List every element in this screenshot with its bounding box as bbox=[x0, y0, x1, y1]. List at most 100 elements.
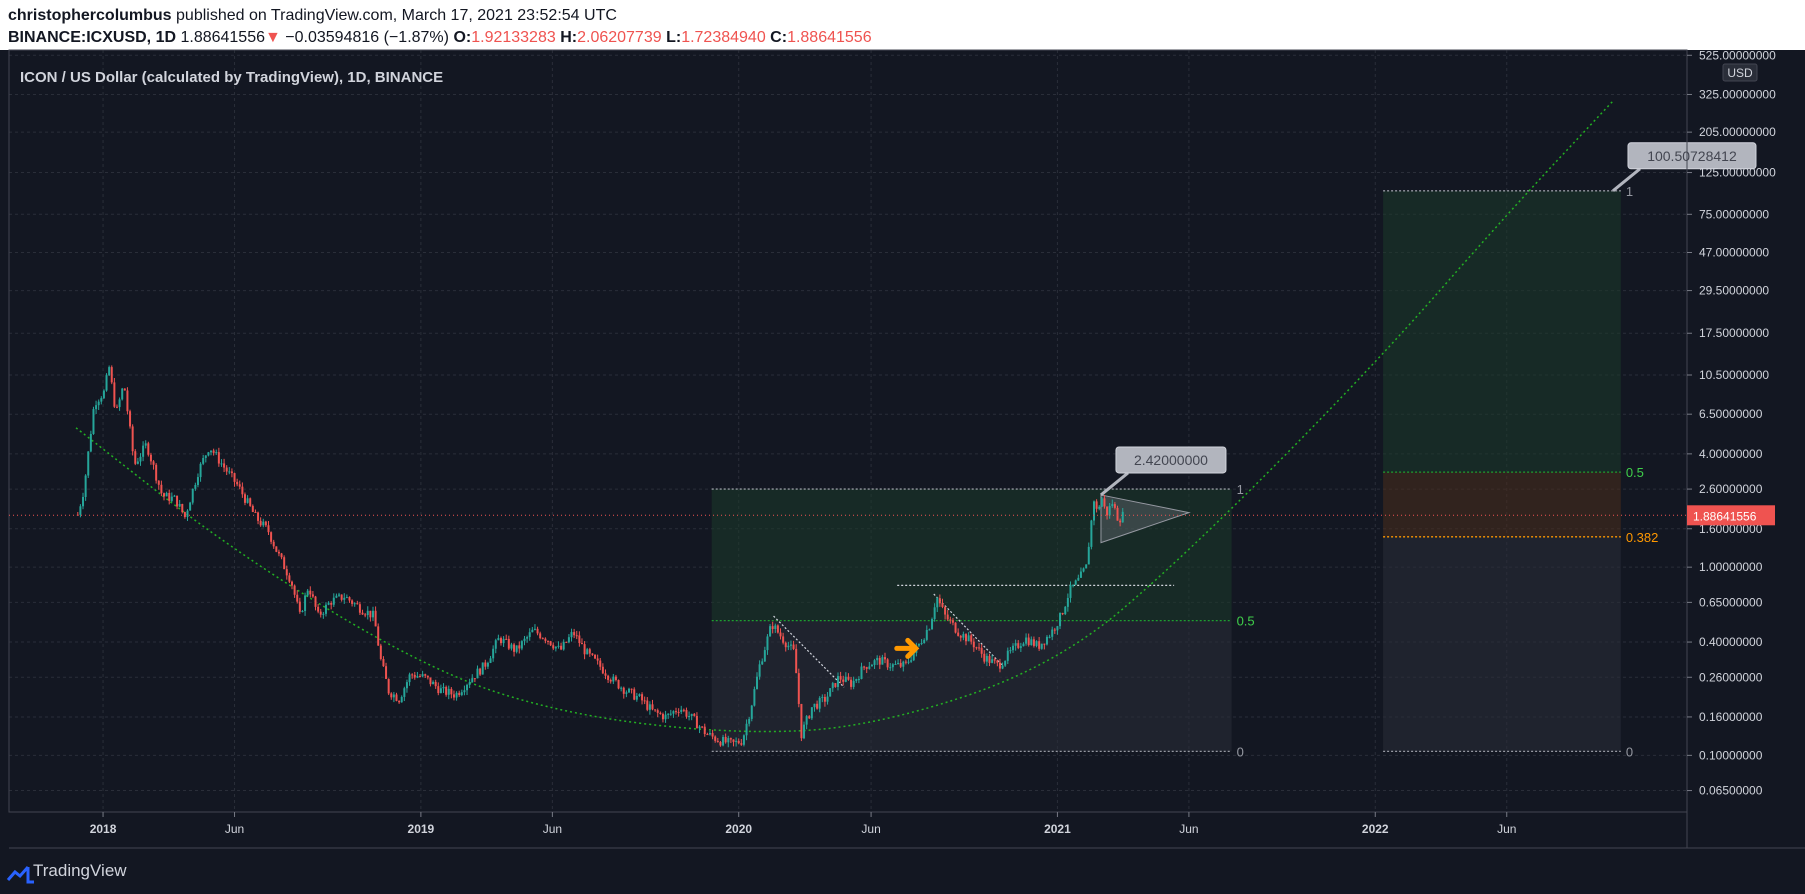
candle-body bbox=[173, 495, 176, 497]
time-axis-ticks[interactable]: 2018 Jun 2019 Jun 2020 Jun 2021 Jun 2022 Jun bbox=[90, 812, 1517, 836]
candle-body bbox=[262, 521, 265, 526]
candle-body bbox=[897, 662, 900, 665]
candle-body bbox=[863, 666, 866, 668]
orange-arrow-icon[interactable] bbox=[894, 637, 920, 659]
candle-body bbox=[432, 681, 435, 685]
candle-body bbox=[484, 662, 487, 667]
candle-body bbox=[330, 603, 333, 605]
candle-body bbox=[92, 409, 95, 434]
triangle-pattern[interactable] bbox=[1100, 494, 1191, 544]
candle-body bbox=[1100, 498, 1103, 507]
candle-body bbox=[607, 675, 610, 680]
candle-body bbox=[701, 726, 704, 728]
candle-body bbox=[625, 692, 628, 694]
candle-body bbox=[539, 633, 542, 639]
candle-body bbox=[196, 477, 199, 485]
candle-body bbox=[1108, 506, 1111, 516]
candle-body bbox=[1074, 580, 1077, 585]
time-tick-label: 2019 bbox=[408, 822, 435, 836]
candle-body bbox=[87, 451, 90, 476]
symbol-ohlc-line: BINANCE:ICXUSD, 1D 1.88641556▼ −0.035948… bbox=[8, 29, 872, 47]
fib-level-label: 0 bbox=[1237, 744, 1244, 759]
candle-body bbox=[886, 659, 889, 668]
candle-body bbox=[426, 675, 429, 678]
candle-body bbox=[1030, 639, 1033, 646]
candle-body bbox=[742, 735, 745, 745]
author-name[interactable]: christophercolumbus bbox=[8, 7, 172, 24]
fib-zone[interactable]: 10.50 bbox=[711, 482, 1255, 759]
candle-body bbox=[285, 569, 288, 576]
candle-body bbox=[147, 443, 150, 455]
candle-body bbox=[473, 678, 476, 680]
candle-body bbox=[183, 512, 186, 518]
candle-body bbox=[382, 659, 385, 667]
candle-body bbox=[356, 603, 359, 605]
candle-body bbox=[84, 475, 87, 497]
candle-body bbox=[204, 455, 207, 458]
fib-zone[interactable]: 1 0.5 0.382 0 bbox=[1383, 184, 1658, 760]
candle-body bbox=[970, 635, 973, 642]
price-callout[interactable]: 2.42000000 bbox=[1100, 446, 1227, 497]
candle-body bbox=[178, 504, 181, 507]
candle-body bbox=[829, 688, 832, 697]
candle-body bbox=[118, 399, 121, 408]
candle-body bbox=[578, 635, 581, 644]
candle-body bbox=[622, 687, 625, 694]
candle-body bbox=[714, 736, 717, 741]
candle-body bbox=[257, 512, 260, 521]
candle-body bbox=[165, 492, 168, 497]
candle-body bbox=[1017, 643, 1020, 648]
candle-body bbox=[831, 683, 834, 689]
candle-body bbox=[870, 664, 873, 667]
price-change: −0.03594816 (−1.87%) bbox=[285, 29, 449, 46]
candle-body bbox=[385, 666, 388, 679]
candle-body bbox=[719, 741, 722, 746]
low-value: 1.72384940 bbox=[681, 29, 766, 46]
high-value: 2.06207739 bbox=[577, 29, 662, 46]
candle-body bbox=[513, 644, 516, 652]
price-tick-label: 325.00000000 bbox=[1699, 87, 1776, 101]
candle-body bbox=[293, 585, 296, 595]
currency-badge[interactable]: USD bbox=[1722, 63, 1758, 82]
price-callout[interactable]: 100.50728412 bbox=[1612, 142, 1757, 192]
candle-body bbox=[737, 740, 740, 744]
candle-body bbox=[860, 666, 863, 680]
candle-body bbox=[850, 679, 853, 687]
dotted-parabolic-curve[interactable] bbox=[75, 100, 1614, 733]
candle-body bbox=[121, 388, 124, 400]
diagonal-trendline[interactable] bbox=[773, 615, 845, 688]
chart-title: ICON / US Dollar (calculated by TradingV… bbox=[20, 69, 443, 86]
candle-body bbox=[348, 597, 351, 601]
candle-body bbox=[706, 734, 709, 736]
candle-body bbox=[951, 620, 954, 623]
candle-body bbox=[264, 521, 267, 526]
tradingview-logo-icon[interactable] bbox=[6, 862, 36, 886]
candle-body bbox=[656, 710, 659, 713]
candle-body bbox=[795, 648, 798, 674]
candle-body bbox=[944, 606, 947, 615]
candle-body bbox=[1111, 504, 1114, 507]
candle-body bbox=[816, 703, 819, 709]
parabolic-curve-path[interactable] bbox=[75, 100, 1614, 733]
candle-body bbox=[763, 650, 766, 662]
candle-body bbox=[988, 655, 991, 663]
candle-body bbox=[695, 715, 698, 729]
candle-body bbox=[199, 463, 202, 478]
candle-body bbox=[105, 375, 108, 391]
time-tick-label: Jun bbox=[1179, 822, 1198, 836]
candle-body bbox=[288, 575, 291, 582]
candle-body bbox=[476, 668, 479, 679]
candle-body bbox=[335, 595, 338, 598]
chart-annotations[interactable]: 2.42000000 100.50728412 bbox=[894, 142, 1757, 659]
candle-body bbox=[889, 667, 892, 669]
candle-body bbox=[596, 658, 599, 661]
candle-body bbox=[716, 740, 719, 742]
time-tick-label: 2018 bbox=[90, 822, 117, 836]
candle-body bbox=[429, 677, 432, 685]
callout-pointer bbox=[1612, 167, 1641, 192]
price-axis-ticks[interactable]: 525.00000000 325.00000000 205.00000000 125.… bbox=[1687, 48, 1776, 798]
candle-body bbox=[957, 632, 960, 636]
tradingview-brand[interactable]: TradingView bbox=[33, 861, 127, 880]
